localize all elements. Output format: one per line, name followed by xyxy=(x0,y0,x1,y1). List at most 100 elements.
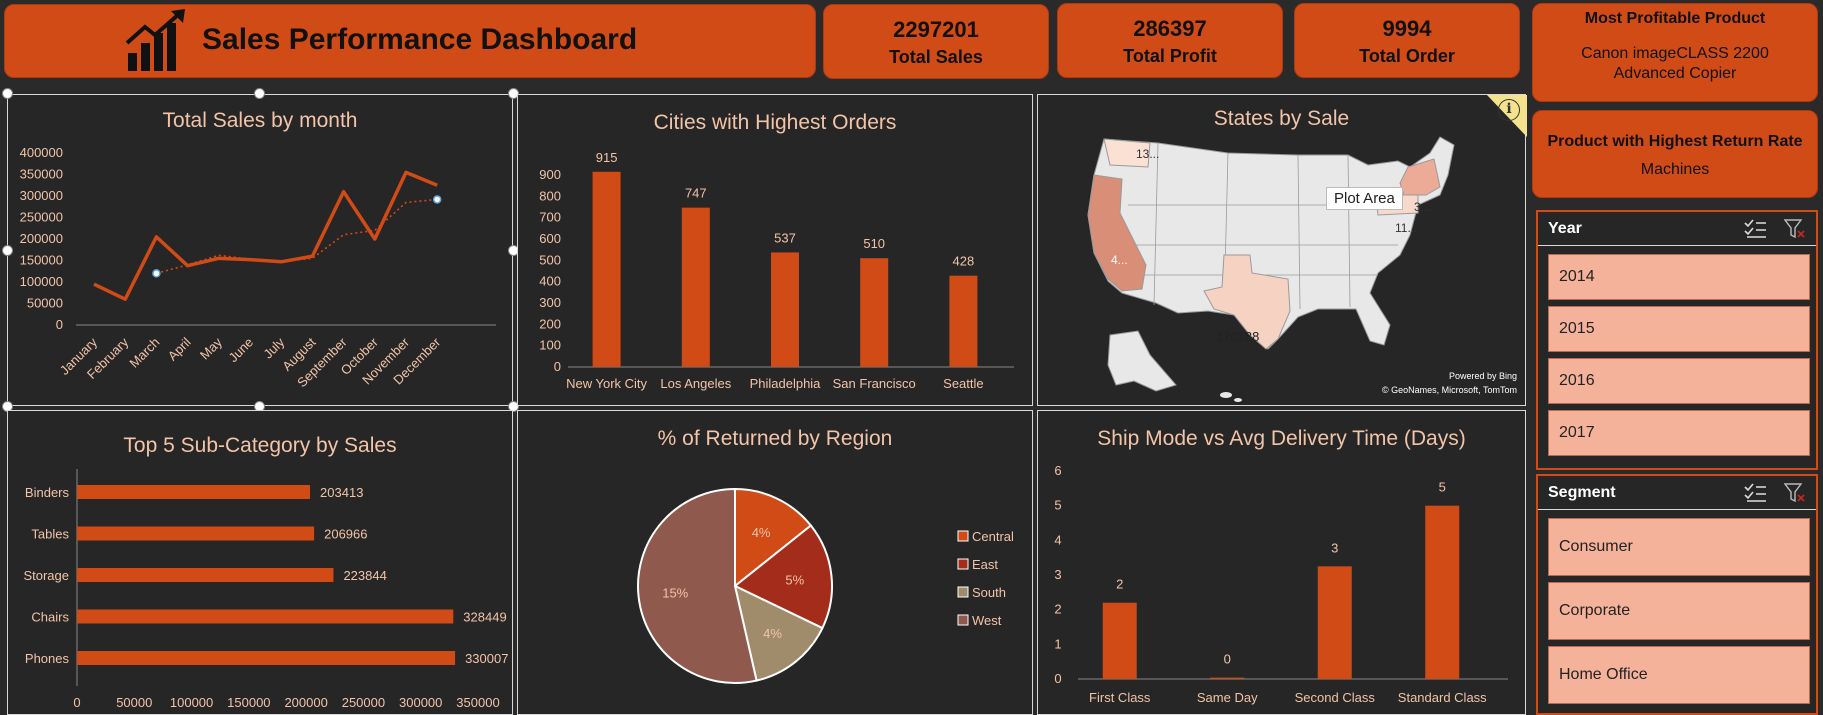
pie-slice xyxy=(733,584,824,682)
resize-handle[interactable] xyxy=(508,401,519,412)
map-label-pennsylvania: 11... xyxy=(1395,221,1418,235)
kpi-value: 9994 xyxy=(1382,16,1432,41)
slicer-title: Segment xyxy=(1548,483,1616,501)
y-tick-label: 900 xyxy=(539,167,561,182)
x-tick-label: 100000 xyxy=(170,695,213,710)
x-tick-label: Philadelphia xyxy=(750,376,822,391)
year-slicer: Year 2014 2015 2016 2017 xyxy=(1536,210,1818,470)
chart-ship-mode[interactable]: Ship Mode vs Avg Delivery Time (Days) 0 1… xyxy=(1037,410,1526,715)
y-tick-label: 300000 xyxy=(20,188,63,203)
info-icon[interactable]: i xyxy=(1498,99,1520,121)
chart-cities-orders[interactable]: Cities with Highest Orders 0 100 200 300 400… xyxy=(517,94,1033,406)
chart-title: States by Sale xyxy=(1213,107,1350,130)
bar xyxy=(1210,677,1245,679)
slicer-header: Segment xyxy=(1538,476,1816,510)
chart-returned-by-region[interactable]: % of Returned by Region 4% Central 5% East 4… xyxy=(517,410,1033,715)
bar xyxy=(77,526,315,541)
resize-handle[interactable] xyxy=(254,88,265,99)
kpi-label: Total Profit xyxy=(1123,46,1217,66)
y-tick-label: 150000 xyxy=(20,253,63,268)
x-tick-label: 300000 xyxy=(399,695,442,710)
map-label-new-york: 3... xyxy=(1414,200,1431,214)
dashboard-title: Sales Performance Dashboard xyxy=(202,23,638,56)
bar xyxy=(1425,505,1460,679)
x-tick-label: Los Angeles xyxy=(660,376,731,391)
resize-handle[interactable] xyxy=(2,88,13,99)
y-tick-label: 2 xyxy=(1054,602,1061,617)
slicer-item-2014[interactable]: 2014 xyxy=(1548,254,1810,300)
chart-title: Total Sales by month xyxy=(162,109,358,132)
data-label: 4% xyxy=(752,525,771,540)
legend-swatch xyxy=(957,558,969,570)
kpi-total-profit: 286397 Total Profit xyxy=(1057,3,1283,78)
slicer-item-2017[interactable]: 2017 xyxy=(1548,410,1810,456)
kpi-value: 2297201 xyxy=(893,17,979,42)
map-label-california: 4... xyxy=(1111,253,1128,267)
x-tick-label: New York City xyxy=(566,376,647,391)
bar xyxy=(592,171,621,367)
y-tick-label: 800 xyxy=(539,188,561,203)
alaska-shape xyxy=(1107,330,1177,392)
card-title: Most Profitable Product xyxy=(1584,10,1766,27)
resize-handle[interactable] xyxy=(508,88,519,99)
y-tick-label: Storage xyxy=(23,568,69,583)
bar xyxy=(77,568,334,582)
map-credits: © GeoNames, Microsoft, TomTom xyxy=(1382,385,1517,395)
x-tick-label: San Francisco xyxy=(833,376,916,391)
y-tick-label: Tables xyxy=(31,527,69,542)
y-tick-label: 200 xyxy=(539,316,561,331)
slicer-item-consumer[interactable]: Consumer xyxy=(1548,518,1810,576)
slicer-item-2016[interactable]: 2016 xyxy=(1548,358,1810,404)
slicer-item-2015[interactable]: 2015 xyxy=(1548,306,1810,352)
x-tick-label: March xyxy=(126,335,162,371)
chart-top-subcategory[interactable]: Top 5 Sub-Category by Sales 0 50000 100000… xyxy=(7,410,513,715)
plot-area-tooltip: Plot Area xyxy=(1326,187,1403,210)
data-label: 223844 xyxy=(343,568,386,583)
y-tick-label: 1 xyxy=(1054,636,1061,651)
resize-handle[interactable] xyxy=(2,245,13,256)
chart-growth-icon xyxy=(125,9,185,71)
trendline xyxy=(156,198,438,275)
data-label: 747 xyxy=(685,186,707,201)
x-tick-label: Same Day xyxy=(1197,690,1258,705)
state-texas xyxy=(1203,254,1291,350)
chart-title: Ship Mode vs Avg Delivery Time (Days) xyxy=(1097,427,1466,450)
most-profitable-card: Most Profitable Product Canon imageCLASS… xyxy=(1532,3,1818,102)
chart-title: % of Returned by Region xyxy=(657,427,893,450)
slicer-item-home-office[interactable]: Home Office xyxy=(1548,646,1810,704)
bar-chart-plot: 0 1 2 3 4 5 6 2 First Class 0 Same Day 3 Second Clas… xyxy=(1054,463,1508,705)
clear-filter-icon[interactable] xyxy=(1784,218,1806,239)
legend-label: Central xyxy=(972,529,1014,544)
card-title: Product with Highest Return Rate xyxy=(1547,133,1803,150)
data-label: 5% xyxy=(785,572,804,587)
us-map xyxy=(1087,95,1527,402)
y-tick-label: 0 xyxy=(554,359,561,374)
legend-label: West xyxy=(972,613,1002,628)
bar xyxy=(77,609,454,624)
chart-title: Cities with Highest Orders xyxy=(653,111,897,134)
clear-filter-icon[interactable] xyxy=(1784,482,1806,503)
y-tick-label: Chairs xyxy=(31,610,69,625)
slicer-title: Year xyxy=(1548,219,1582,237)
multi-select-icon[interactable] xyxy=(1744,482,1768,503)
data-label: 330007 xyxy=(465,651,508,666)
multi-select-icon[interactable] xyxy=(1744,218,1768,239)
state-washington xyxy=(1103,138,1151,168)
data-label: 537 xyxy=(774,230,796,245)
x-tick-label: Standard Class xyxy=(1398,690,1487,705)
y-tick-label: 100000 xyxy=(20,274,63,289)
legend-label: South xyxy=(972,585,1006,600)
y-tick-label: 250000 xyxy=(20,210,63,225)
x-tick-label: July xyxy=(260,334,287,361)
bar xyxy=(77,651,456,665)
slicer-item-corporate[interactable]: Corporate xyxy=(1548,582,1810,640)
y-tick-label: 700 xyxy=(539,210,561,225)
bar xyxy=(1102,602,1137,679)
data-label: 428 xyxy=(953,254,975,269)
map-states-by-sale[interactable]: States by Sale 13... 4... 170188 3... 11… xyxy=(1037,94,1527,406)
bar-chart-plot: 0 100 200 300 400 500 600 700 800 900 915 New York … xyxy=(539,150,1014,391)
y-tick-label: 350000 xyxy=(20,167,63,182)
y-tick-label: 3 xyxy=(1054,567,1061,582)
x-tick-label: 50000 xyxy=(116,695,152,710)
chart-sales-by-month[interactable]: Total Sales by month 0 50000 100000 150000 2… xyxy=(7,94,513,406)
